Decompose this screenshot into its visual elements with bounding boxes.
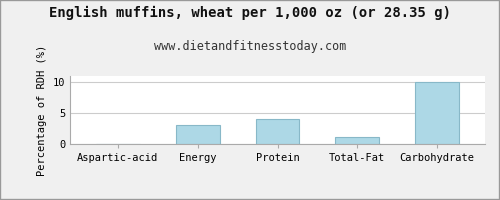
- Bar: [415, 82, 459, 144]
- Bar: [176, 125, 220, 144]
- Bar: [336, 137, 380, 144]
- Text: www.dietandfitnesstoday.com: www.dietandfitnesstoday.com: [154, 40, 346, 53]
- Bar: [256, 119, 300, 144]
- Text: English muffins, wheat per 1,000 oz (or 28.35 g): English muffins, wheat per 1,000 oz (or …: [49, 6, 451, 20]
- Y-axis label: Percentage of RDH (%): Percentage of RDH (%): [37, 44, 47, 176]
